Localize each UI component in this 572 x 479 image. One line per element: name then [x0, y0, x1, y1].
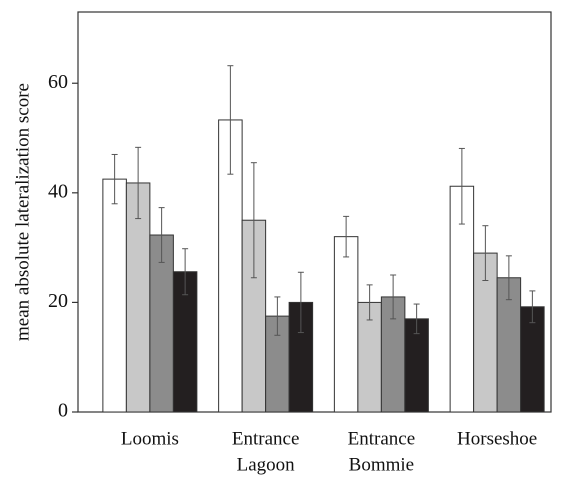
y-tick-label: 0 [58, 400, 68, 422]
error-bar [482, 225, 489, 281]
x-tick-label: Lagoon [237, 454, 296, 475]
bar [333, 236, 359, 413]
y-axis-label: mean absolute lateralization score [12, 83, 33, 341]
error-bar [413, 303, 420, 335]
plot-frame [77, 11, 552, 413]
error-bar [158, 207, 165, 263]
error-bar [227, 65, 234, 175]
y-tick-label: 40 [48, 180, 68, 202]
x-tick-label: Loomis [121, 428, 179, 449]
error-bar [182, 248, 189, 296]
y-tick-label: 60 [48, 71, 68, 93]
error-bar [343, 215, 350, 258]
error-bar [297, 271, 304, 334]
x-tick-label: Bommie [349, 454, 414, 475]
error-bar [366, 284, 373, 321]
x-tick-label: Horseshoe [457, 428, 537, 449]
error-bar [111, 153, 118, 205]
error-bar [390, 274, 397, 320]
error-bar [250, 162, 257, 279]
y-tick-label: 20 [48, 290, 68, 312]
error-bar [135, 146, 142, 220]
x-tick-label: Entrance [232, 428, 300, 449]
error-bar [505, 255, 512, 301]
x-tick-label: Entrance [348, 428, 416, 449]
bar [102, 178, 127, 413]
error-bar [458, 147, 465, 225]
error-bar [274, 296, 281, 336]
error-bar [529, 290, 536, 324]
